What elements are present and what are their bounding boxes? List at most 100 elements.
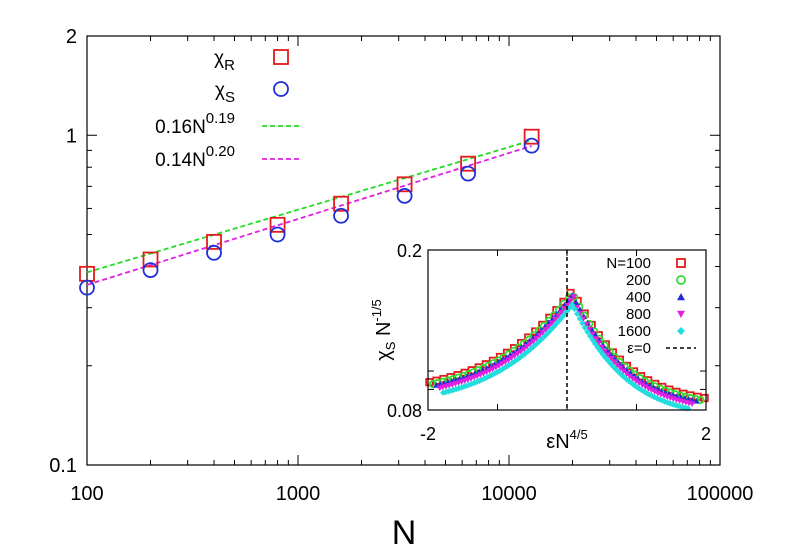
inset-data-point-triangle-down [592,336,599,342]
inset-data-point-triangle-down [688,401,696,408]
inset-data-point-triangle-up [607,351,615,358]
inset-axis-ticks [427,249,707,411]
inset-data-point-triangle-down [564,302,571,309]
data-point-circle [79,279,95,296]
data-point-circle [333,207,349,224]
inset-data-point-triangle-down [604,352,612,359]
data-point-circle [396,187,413,204]
inset-data-point-triangle-down [558,309,565,316]
inset-data-point-triangle-down [554,313,562,320]
inset-data-point-diamond [617,371,625,378]
fit-line-3 [86,145,532,286]
inset-legend-marks [666,258,696,349]
inset-data-point-diamond [581,324,589,331]
inset-data-point-diamond [579,319,586,327]
inset-data-point-triangle-down [601,348,609,355]
inset-data-point-triangle-down [611,359,618,366]
x-tick-label: 100 [70,483,103,505]
inset-data-point-diamond [573,310,581,318]
inset-data-point-triangle-down [514,351,521,357]
inset-legend-label-n1600: 1600 [618,323,651,340]
inset-data-point-diamond [558,314,565,321]
inset-data-point-triangle-down [530,338,537,345]
legend-label-fit-s-main: 0.14N [155,150,206,171]
main-series [79,128,540,296]
inset-data-point-diamond [651,393,658,401]
inset-data-point-triangle-up [576,306,584,313]
inset-data-point-diamond [610,363,617,370]
inset-data-point-triangle-down [561,306,568,312]
data-point-square [460,155,477,172]
inset-y-axis-label-sup: -1/5 [369,299,384,321]
inset-data-point-diamond [576,315,583,322]
inset-data-point-triangle-down [620,368,627,375]
legend-label-chi-r-sub: R [224,57,235,74]
inset-x-axis-label-main: εN [546,431,569,453]
inset-data-point-triangle-down [598,344,605,351]
data-point-circle [269,226,286,243]
inset-data-point-triangle-down [495,363,503,369]
inset-data-point-triangle-down [542,327,549,333]
legend-label-chi-s-sub: S [225,89,235,106]
inset-legend-marker-square-open [676,258,686,268]
inset-x-axis-label-sup: 4/5 [570,427,588,442]
legend-label-chi-r-main: χ [214,48,224,69]
inset-data-point-diamond [646,391,653,398]
inset-data-point-triangle-down [502,359,509,366]
inset-x-axis-label: εN4/5 [546,427,587,453]
inset-x-tick-label: -2 [420,424,436,444]
data-point-circle [142,262,159,279]
inset-data-point-triangle-down [629,376,637,382]
inset-data-point-diamond [571,305,578,313]
inset-data-point-diamond [620,373,627,380]
inset-y-axis-label-rest: N [373,322,395,342]
inset-data-point-diamond [592,340,599,348]
main-plot-frame [86,35,721,466]
inset-data-point-triangle-down [508,355,515,362]
inset-y-axis-label: χS N-1/5 [369,299,398,361]
data-point-square [396,176,413,193]
inset-data-point-diamond [643,389,650,397]
inset-legend-marker-triangle-down [677,310,685,318]
inset-data-point-diamond [599,351,607,358]
inset-y-axis-label-sub: S [383,341,398,350]
inset-data-point-triangle-down [511,353,518,360]
inset-data-point-triangle-down [505,357,512,364]
inset-data-point-triangle-down [551,317,559,323]
inset-data-point-diamond [532,341,540,348]
inset-data-point-triangle-down [523,343,531,350]
inset-data-point-triangle-down [632,378,640,385]
inset-data-point-diamond [586,332,594,340]
inset-data-point-triangle-down [517,348,524,355]
inset-legend-label-eps0: ε=0 [627,340,651,357]
inset-data-point-diamond [602,354,609,361]
inset-data-point-triangle-down [648,387,655,394]
y-tick-label: 2 [66,26,77,48]
data-point-circle [460,165,477,182]
inset-data-point-triangle-down [536,333,543,339]
data-point-square [142,251,159,268]
inset-data-point-triangle-down [498,361,506,368]
inset-data-point-diamond [684,405,692,412]
inset-data-point-triangle-down [570,294,577,300]
inset-data-point-triangle-down [607,356,615,362]
inset-data-point-diamond [568,301,576,308]
inset-data-point-diamond [553,320,560,327]
inset-legend-label-n400: 400 [626,289,651,306]
inset-data-point-triangle-up [572,299,580,305]
inset-data-point-diamond [519,351,527,359]
inset-data-point-triangle-down [645,385,652,392]
inset-legend-label-n100: N=100 [606,255,651,272]
inset-data-point-triangle-down [614,362,621,369]
inset-data-point-triangle-down [526,341,534,348]
inset-data-point-diamond [669,401,676,408]
inset-data-point-diamond [566,304,573,312]
inset-data-point-triangle-down [642,384,649,391]
inset-data-point-triangle-down [567,298,574,305]
legend-label-fit-r-main: 0.16N [155,117,206,138]
main-legend: χR χS 0.16N0.19 0.14N0.20 [155,48,300,171]
inset-data-point-diamond [509,359,517,366]
inset-data-point-diamond [543,331,550,338]
inset-y-tick-label: 0.08 [387,401,422,421]
